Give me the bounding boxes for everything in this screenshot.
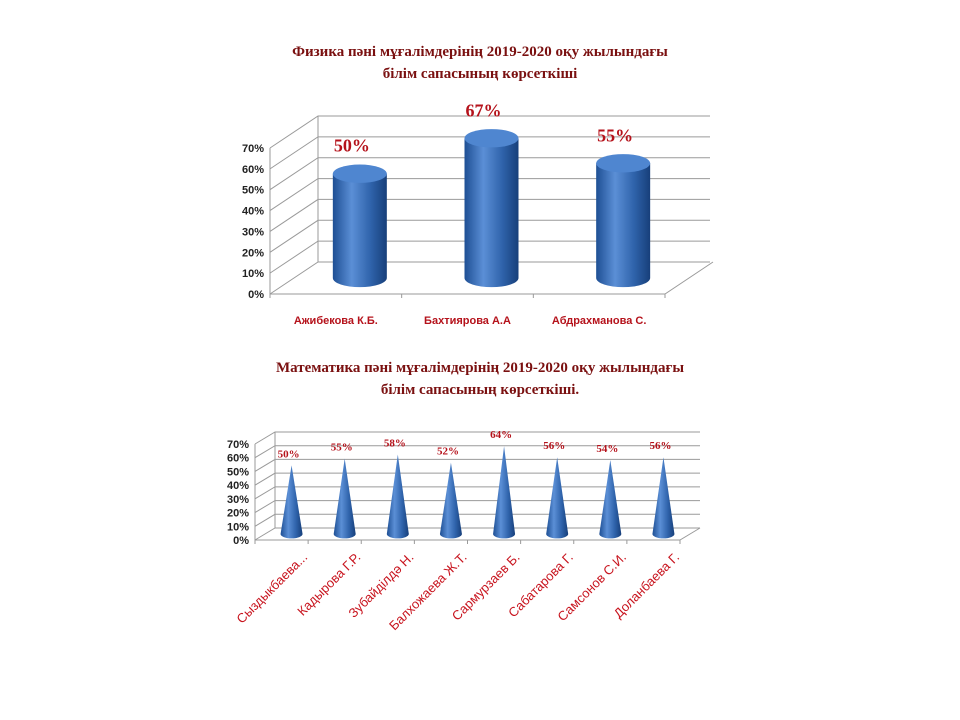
bar-cylinder bbox=[332, 173, 387, 288]
gridline bbox=[254, 431, 700, 445]
bar-cone bbox=[386, 454, 409, 539]
y-tick-label: 40% bbox=[242, 206, 264, 218]
y-tick-label: 20% bbox=[242, 247, 264, 259]
y-tick-label: 60% bbox=[227, 453, 249, 465]
gridline bbox=[254, 445, 700, 459]
gridline bbox=[254, 458, 700, 472]
y-tick-label: 30% bbox=[242, 226, 264, 238]
bar-cylinder-top bbox=[596, 154, 651, 173]
bar-cylinder-top bbox=[464, 129, 519, 148]
y-tick-label: 70% bbox=[227, 439, 249, 451]
x-category-label: Сыздыкбаева... bbox=[233, 550, 310, 627]
x-category-label: Ажибекова К.Б. bbox=[294, 315, 378, 327]
gridline bbox=[254, 472, 700, 486]
y-tick-label: 50% bbox=[227, 466, 249, 478]
gridline bbox=[254, 513, 700, 527]
y-tick-label: 70% bbox=[242, 143, 264, 155]
gridline bbox=[254, 500, 700, 514]
data-label: 52% bbox=[437, 446, 459, 458]
data-label: 67% bbox=[466, 100, 502, 120]
chart-title-line-2: білім сапасының көрсеткіші bbox=[383, 66, 578, 82]
bar-cylinder bbox=[596, 163, 651, 288]
y-tick-label: 50% bbox=[242, 185, 264, 197]
data-label: 56% bbox=[543, 440, 565, 452]
data-label: 54% bbox=[596, 443, 618, 455]
bar-cone bbox=[280, 465, 303, 539]
y-tick-label: 20% bbox=[227, 508, 249, 520]
bar-cone bbox=[493, 446, 516, 539]
y-tick-label: 0% bbox=[233, 535, 249, 547]
x-category-label: Абдрахманова С. bbox=[552, 315, 647, 327]
data-label: 50% bbox=[334, 136, 370, 156]
x-axis bbox=[255, 527, 701, 541]
bar-cone bbox=[333, 458, 356, 539]
bar-cone bbox=[439, 462, 462, 539]
y-tick-label: 10% bbox=[227, 521, 249, 533]
chart-math: Математика пәні мұғалімдерінің 2019-2020… bbox=[227, 360, 701, 633]
data-label: 55% bbox=[331, 442, 353, 454]
bar-cone bbox=[652, 457, 675, 539]
bar-cylinder-top bbox=[332, 164, 387, 183]
data-label: 58% bbox=[384, 437, 406, 449]
chart-title-line-1: Математика пәні мұғалімдерінің 2019-2020… bbox=[276, 360, 684, 376]
data-label: 55% bbox=[597, 125, 633, 145]
y-tick-label: 10% bbox=[242, 268, 264, 280]
gridline bbox=[254, 486, 700, 500]
y-tick-label: 30% bbox=[227, 494, 249, 506]
y-tick-label: 0% bbox=[248, 289, 264, 301]
gridline bbox=[254, 527, 700, 541]
bar-cone bbox=[546, 457, 569, 539]
y-tick-label: 40% bbox=[227, 480, 249, 492]
chart-physics: Физика пәні мұғалімдерінің 2019-2020 оқу… bbox=[242, 44, 714, 327]
data-label: 50% bbox=[278, 448, 300, 460]
data-label: 64% bbox=[490, 429, 512, 441]
bar-cone bbox=[599, 459, 622, 539]
data-label: 56% bbox=[649, 440, 671, 452]
bar-cylinder bbox=[464, 138, 519, 288]
chart-title-line-1: Физика пәні мұғалімдерінің 2019-2020 оқу… bbox=[292, 44, 668, 60]
y-tick-label: 60% bbox=[242, 164, 264, 176]
x-category-label: Бахтиярова А.А bbox=[424, 315, 511, 327]
chart-title-line-2: білім сапасының көрсеткіші. bbox=[381, 382, 580, 398]
